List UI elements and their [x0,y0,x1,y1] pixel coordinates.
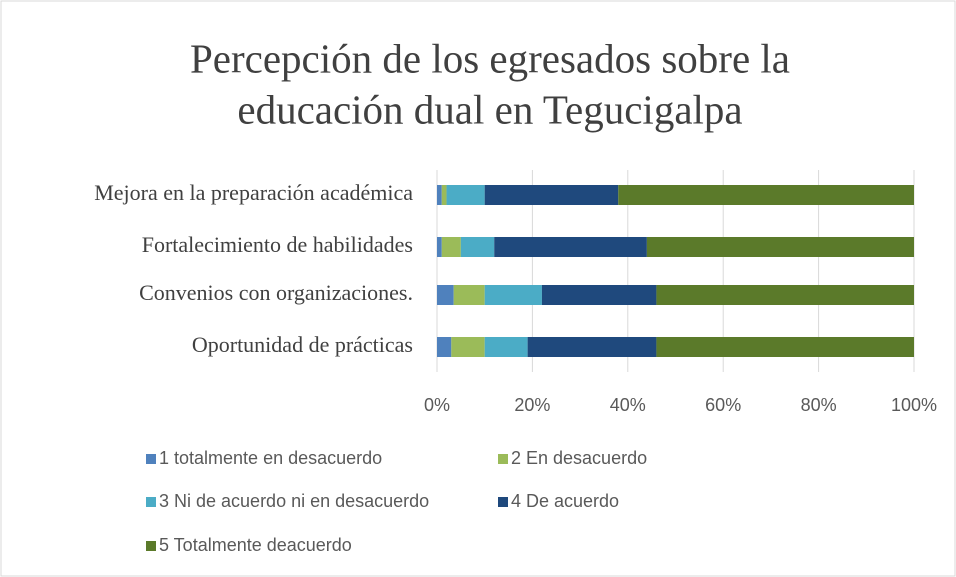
legend-label: 1 totalmente en desacuerdo [159,448,382,468]
legend-swatch [146,541,156,551]
x-tick-label: 0% [424,395,450,415]
bar-segment [437,237,442,257]
bar-segment [541,285,657,305]
bar-segment [460,237,495,257]
bar-segment [437,185,442,205]
bar-segment [484,185,619,205]
bar-segment [437,337,452,357]
bar-segment [618,185,914,205]
x-tick-label: 60% [705,395,741,415]
legend-swatch [498,497,508,507]
y-tick-label: Convenios con organizaciones. [139,280,413,305]
y-tick-label: Fortalecimiento de habilidades [142,232,413,257]
y-tick-label: Mejora en la preparación académica [94,180,413,205]
legend-label: 3 Ni de acuerdo ni en desacuerdo [159,491,429,511]
chart-title: Percepción de los egresados sobre la [190,35,790,81]
legend-swatch [146,497,156,507]
bar-segment [484,285,542,305]
x-tick-label: 40% [610,395,646,415]
chart-title: educación dual en Tegucigalpa [237,86,742,132]
bar-segment [453,285,485,305]
x-tick-label: 20% [514,395,550,415]
bar-segment [441,237,461,257]
bar-segment [656,337,914,357]
legend-label: 2 En desacuerdo [511,448,647,468]
x-tick-label: 80% [801,395,837,415]
bar-segment [484,337,528,357]
bar-segment [441,185,447,205]
bar-segment [646,237,914,257]
bar-segment [451,337,485,357]
bar-segment [437,285,454,305]
bar-segment [446,185,485,205]
bar-segment [527,337,657,357]
legend-label: 4 De acuerdo [511,491,619,511]
legend-swatch [498,454,508,464]
legend-label: 5 Totalmente deacuerdo [159,535,352,555]
y-tick-label: Oportunidad de prácticas [192,332,413,357]
bar-segment [494,237,647,257]
x-tick-label: 100% [891,395,937,415]
legend-swatch [146,454,156,464]
bar-segment [656,285,914,305]
